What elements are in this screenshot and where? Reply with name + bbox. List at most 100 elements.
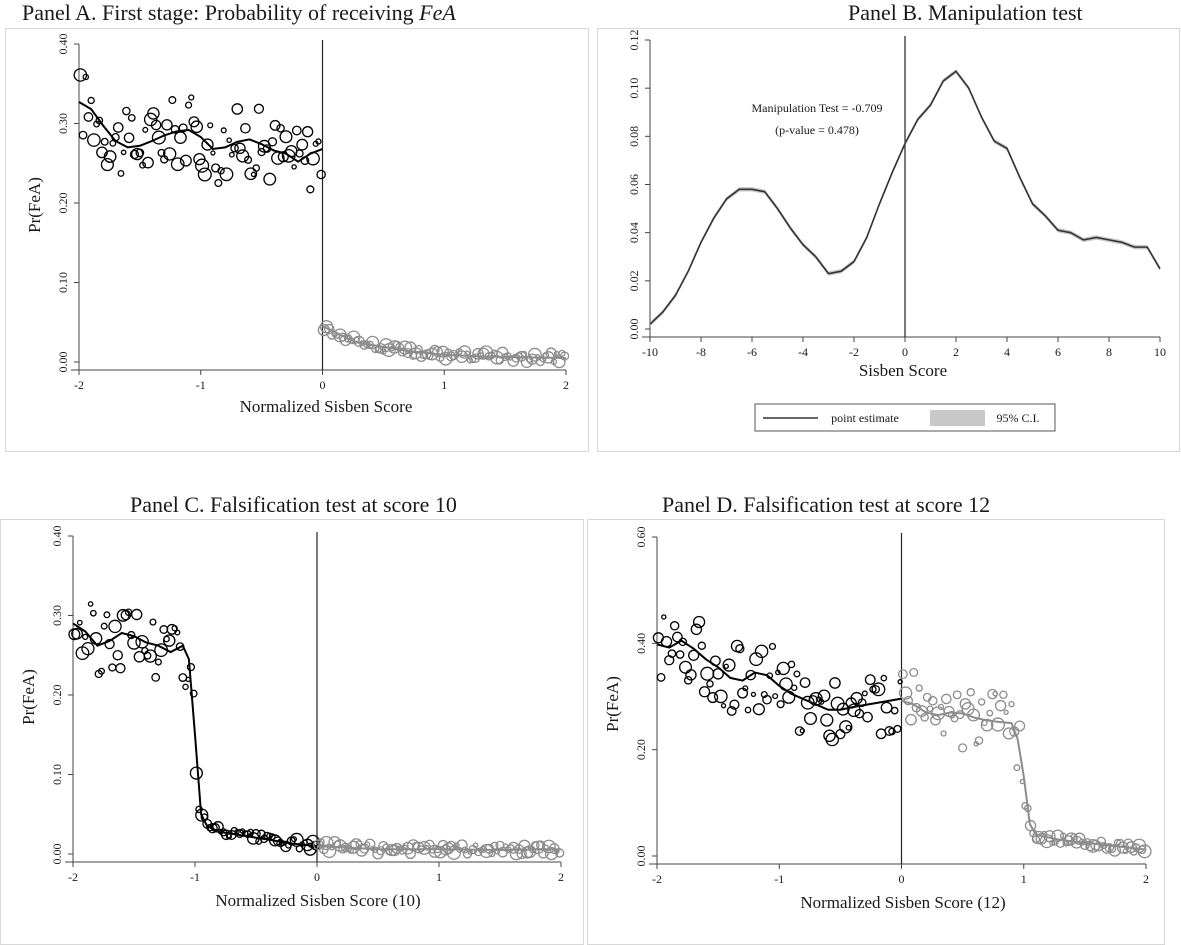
panel-d-bin-point-right [977, 698, 986, 706]
panel-a-bin-point-right [365, 335, 380, 349]
panel-a-bin-point-left [201, 138, 214, 151]
panel-c-x-tick-label: -2 [68, 870, 78, 884]
panel-a-bin-point-left [263, 172, 277, 186]
panel-d-bin-point-left [675, 650, 685, 659]
panel-a-y-tick-label: 0.30 [56, 113, 70, 134]
panel-d-bin-point-right [994, 699, 1007, 712]
panel-c-bin-point-left [76, 619, 83, 626]
panel-c-fit-line-left [72, 622, 318, 848]
panel-d-x-tick-label: 1 [1021, 872, 1027, 886]
panel-c-bin-point-left [154, 658, 162, 666]
panel-a-bin-point-left [170, 124, 180, 134]
panel-a-bin-point-right [520, 350, 528, 357]
panel-c-y-tick-label: 0.10 [50, 764, 64, 785]
panel-c-bin-point-left [189, 766, 203, 780]
panel-a-bin-point-left [147, 107, 160, 120]
panel-c-bin-point-left [178, 673, 188, 682]
panel-a-bin-point-left [96, 146, 108, 159]
panel-d-bin-point-left [839, 720, 853, 734]
panel-a-bin-point-right [323, 323, 335, 335]
panel-c-bin-point-left [81, 641, 95, 656]
panel-a-y-tick-label: 0.00 [56, 352, 70, 373]
panel-a-bin-point-left [112, 122, 124, 133]
panel-d-bin-point-left [729, 699, 740, 710]
panel-a-x-tick-label: 1 [441, 378, 447, 392]
panel-a-fit-line-right [322, 325, 567, 360]
panel-d-bin-point-left [685, 669, 697, 681]
panel-b-y-tick-label: 0.00 [627, 319, 641, 340]
panel-a-bin-point-left [306, 185, 315, 194]
panel-d-bin-point-left [829, 677, 841, 689]
panel-a-bin-point-left [142, 156, 154, 169]
panel-a-bin-point-left [162, 147, 177, 161]
panel-a-bin-point-left [250, 171, 257, 178]
panel-d-bin-point-right [986, 709, 994, 717]
panel-d-bin-point-right [937, 703, 945, 711]
panel-b-y-tick-label: 0.04 [627, 222, 641, 243]
panel-d-x-axis-label: Normalized Sisben Score (12) [800, 893, 1005, 912]
panel-a-bin-point-left [197, 167, 212, 182]
panel-d-y-tick-label: 0.60 [634, 527, 648, 548]
panel-a-bin-point-left [252, 164, 261, 172]
panel-a-bin-point-left [234, 142, 246, 155]
panel-a-bin-point-left [226, 137, 232, 144]
panel-d-bin-point-left [850, 691, 863, 705]
panel-a-bin-point-right [436, 345, 449, 358]
panel-b-x-tick-label: -10 [642, 345, 658, 359]
panel-b-x-tick-label: -4 [798, 345, 808, 359]
panel-c-y-axis-label: Pr(FeA) [19, 669, 38, 725]
panel-d-bin-point-right [990, 717, 1006, 732]
panel-a-bin-point-left [184, 101, 193, 109]
panel-d-bin-point-left [726, 706, 737, 716]
panel-d-bin-point-left [692, 615, 706, 629]
panel-a-bin-point-left [188, 94, 195, 101]
panel-d-bin-point-left [656, 672, 666, 682]
panel-a-bin-point-right [457, 345, 472, 359]
panel-d-fit-line-right [901, 699, 1147, 851]
panel-b-annotation-pvalue: (p-value = 0.478) [775, 123, 859, 137]
panel-a-bin-point-right [560, 351, 570, 361]
panel-d-bin-point-right [1003, 709, 1009, 715]
panel-a-title-italic: FeA [419, 0, 456, 25]
panel-a-bin-point-left [127, 113, 136, 122]
panel-a-bin-point-left [135, 148, 145, 158]
panel-d-bin-point-right [920, 712, 929, 722]
panel-a-bin-point-left [220, 127, 227, 134]
panel-a-title: Panel A. First stage: Probability of rec… [22, 0, 456, 26]
panel-a-y-axis-label: Pr(FeA) [25, 177, 44, 233]
panel-a-title-text: Panel A. First stage: Probability of rec… [22, 0, 420, 25]
panel-c-bin-point-right [523, 845, 537, 859]
panel-a-bin-point-right [397, 340, 413, 355]
panel-d-bin-point-left [697, 641, 707, 650]
panel-b-title: Panel B. Manipulation test [848, 0, 1083, 25]
panel-a-bin-point-right [527, 347, 542, 362]
panel-c-x-tick-label: 2 [558, 870, 564, 884]
panel-a-x-axis-label: Normalized Sisben Score [240, 397, 413, 416]
panel-d-bin-point-left [864, 674, 876, 686]
panel-d-bin-point-left [679, 660, 693, 674]
panel-a-bin-point-left [240, 122, 251, 134]
panel-a-bin-point-right [525, 355, 534, 363]
panel-a-bin-point-left [123, 132, 135, 144]
panel-d-bin-point-left [817, 689, 831, 703]
panel-d-y-tick-label: 0.00 [634, 846, 648, 867]
panel-d-bin-point-left [820, 713, 834, 727]
panel-c-bin-point-right [442, 842, 455, 855]
panel-c-bin-point-left [306, 834, 320, 849]
panel-a-bin-point-left [253, 103, 265, 114]
panel-c-bin-point-left [143, 649, 157, 663]
panel-b-x-tick-label: 6 [1055, 345, 1061, 359]
panel-c-bin-point-right [472, 842, 479, 849]
panel-a-bin-point-left [87, 133, 101, 147]
panel-a-bin-point-left [210, 150, 216, 156]
panel-a-bin-point-left [174, 131, 187, 144]
panel-c-x-tick-label: 0 [314, 870, 320, 884]
panel-d-bin-point-right [966, 688, 976, 697]
panel-d-bin-point-right [905, 713, 917, 726]
panel-d-bin-point-left [847, 703, 861, 718]
panel-d-bin-point-left [897, 679, 903, 685]
panel-d-bin-point-left [762, 694, 772, 705]
panel-a-bin-point-left [103, 150, 117, 163]
panel-d-bin-point-left [750, 691, 757, 698]
